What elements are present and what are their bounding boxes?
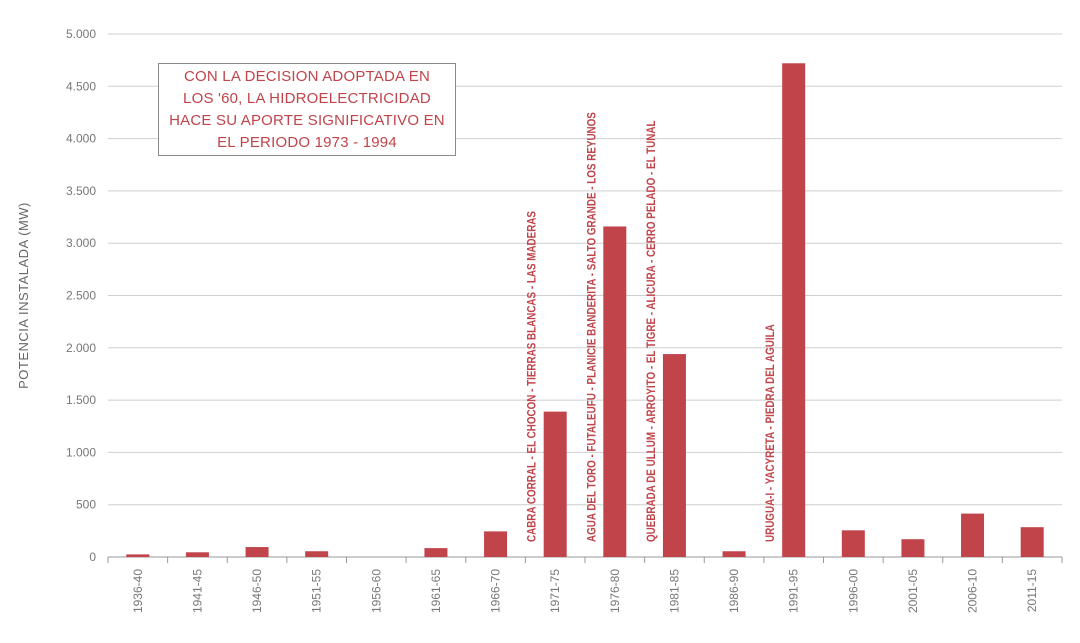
callout-box: CON LA DECISION ADOPTADA EN LOS '60, LA … bbox=[158, 63, 456, 156]
project-annotation: CABRA CORRAL - EL CHOCON - TIERRAS BLANC… bbox=[526, 211, 539, 542]
project-annotation: QUEBRADA DE ULLUM - ARROYITO - EL TIGRE … bbox=[645, 120, 658, 542]
bar bbox=[901, 539, 925, 557]
x-tick-label: 1936-40 bbox=[131, 569, 145, 613]
y-tick-label: 5.000 bbox=[66, 27, 96, 41]
y-tick-label: 3.000 bbox=[66, 236, 96, 250]
y-tick-label: 3.500 bbox=[66, 184, 96, 198]
x-tick-label: 1941-45 bbox=[190, 569, 204, 613]
bar bbox=[841, 530, 865, 557]
y-tick-label: 1.000 bbox=[66, 445, 96, 459]
bar bbox=[1020, 527, 1044, 557]
y-tick-label: 0 bbox=[89, 550, 96, 564]
y-tick-label: 2.500 bbox=[66, 289, 96, 303]
bar bbox=[126, 554, 150, 557]
bar bbox=[543, 411, 567, 557]
x-tick-label: 1981-85 bbox=[667, 569, 681, 613]
bar bbox=[722, 551, 746, 557]
bar bbox=[484, 531, 508, 557]
bar bbox=[245, 547, 269, 557]
y-tick-label: 2.000 bbox=[66, 341, 96, 355]
x-tick-label: 2011-15 bbox=[1025, 569, 1039, 612]
x-tick-label: 1961-65 bbox=[429, 569, 443, 613]
x-tick-label: 1986-90 bbox=[727, 569, 741, 613]
x-tick-label: 1971-75 bbox=[548, 569, 562, 613]
x-tick-label: 2001-05 bbox=[906, 569, 920, 613]
bar bbox=[424, 548, 448, 557]
project-annotation: AGUA DEL TORO - FUTALEUFU - PLANICIE BAN… bbox=[585, 112, 598, 542]
bar bbox=[961, 513, 985, 557]
y-axis-label: POTENCIA INSTALADA (MW) bbox=[16, 202, 31, 389]
x-tick-label: 1956-60 bbox=[369, 569, 383, 613]
x-tick-label: 1946-50 bbox=[250, 569, 264, 613]
bar bbox=[662, 354, 686, 557]
y-tick-label: 4.500 bbox=[66, 79, 96, 93]
x-tick-label: 2006-10 bbox=[966, 569, 980, 613]
bar bbox=[782, 63, 806, 558]
y-tick-label: 500 bbox=[76, 498, 96, 512]
x-tick-label: 1996-00 bbox=[846, 569, 860, 613]
bar bbox=[305, 551, 329, 557]
y-tick-label: 1.500 bbox=[66, 393, 96, 407]
project-annotation: URUGUA-I - YACYRETA - PIEDRA DEL AGUILA bbox=[764, 324, 777, 542]
x-tick-label: 1991-95 bbox=[787, 569, 801, 613]
bar bbox=[603, 226, 627, 558]
x-tick-label: 1976-80 bbox=[608, 569, 622, 613]
y-tick-label: 4.000 bbox=[66, 132, 96, 146]
x-tick-label: 1951-55 bbox=[310, 569, 324, 613]
x-tick-label: 1966-70 bbox=[489, 569, 503, 613]
bar bbox=[185, 552, 209, 557]
callout-text: CON LA DECISION ADOPTADA EN LOS '60, LA … bbox=[169, 67, 445, 151]
